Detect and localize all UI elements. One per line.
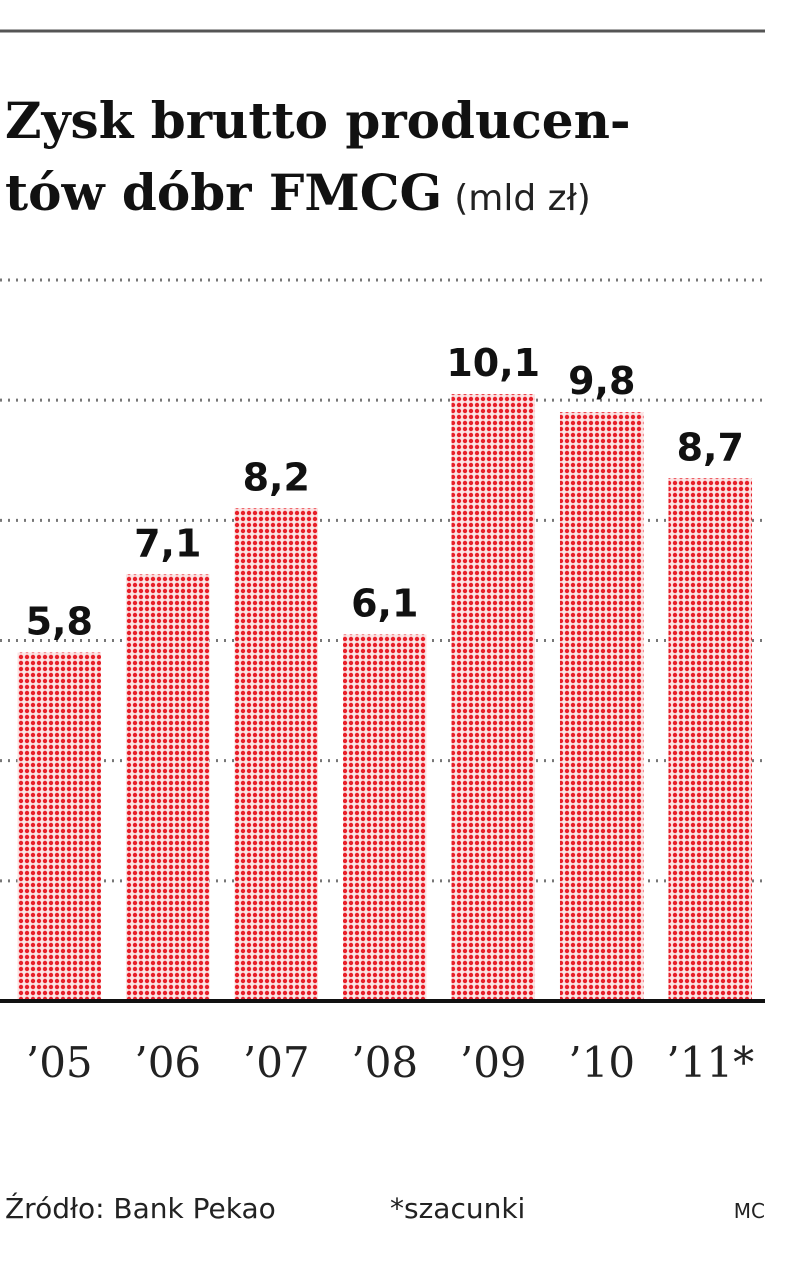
- note: *szacunki: [390, 1192, 525, 1225]
- value-label: 9,8: [568, 359, 635, 403]
- bar: [451, 394, 536, 1001]
- x-tick-label: ’09: [460, 1038, 527, 1087]
- value-label: 8,2: [243, 455, 310, 499]
- x-tick-label: ’10: [568, 1038, 635, 1087]
- title-line: tów dóbr FMCG (mld zł): [5, 163, 591, 222]
- bar: [559, 412, 644, 1001]
- chart-title: Zysk brutto producen-: [5, 91, 631, 150]
- bar: [125, 574, 210, 1001]
- credit: MC: [734, 1199, 765, 1223]
- value-label: 5,8: [26, 600, 93, 644]
- chart-title: tów dóbr FMCG: [5, 163, 442, 222]
- unit: (mld zł): [454, 178, 591, 219]
- x-tick-label: ’05: [26, 1038, 93, 1087]
- value-label: 10,1: [446, 341, 540, 385]
- x-tick-label: ’08: [351, 1038, 418, 1087]
- source: Źródło: Bank Pekao: [5, 1191, 276, 1225]
- value-label: 8,7: [677, 425, 744, 469]
- bar: [668, 478, 753, 1001]
- value-label: 6,1: [351, 581, 418, 625]
- value-label: 7,1: [134, 521, 201, 565]
- bar: [234, 508, 319, 1001]
- x-tick-label: ’06: [134, 1038, 201, 1087]
- bar: [342, 634, 427, 1001]
- x-tick-label: ’11*: [666, 1038, 754, 1087]
- x-tick-label: ’07: [243, 1038, 310, 1087]
- bar: [17, 652, 102, 1001]
